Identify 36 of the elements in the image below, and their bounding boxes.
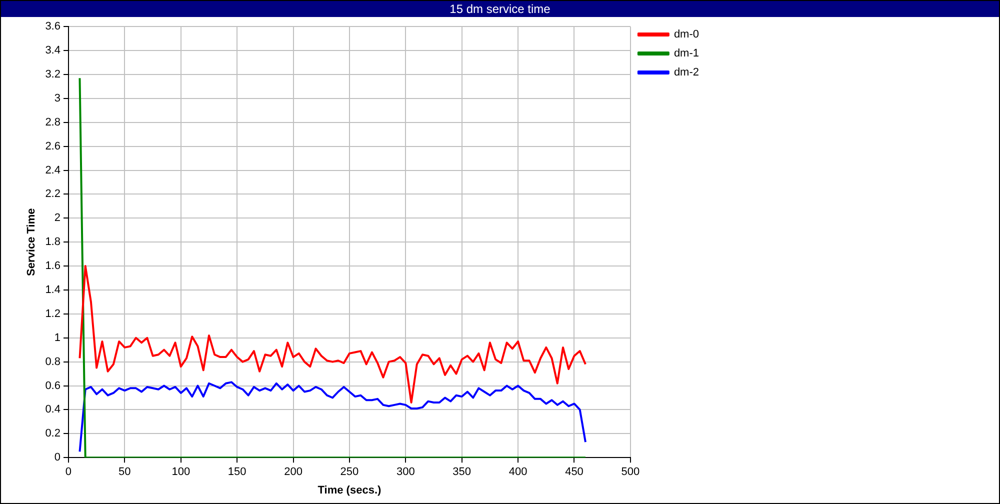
x-tick-label: 450 [565,466,584,478]
y-tick-label: 1.2 [45,308,60,320]
x-tick-label: 150 [228,466,246,478]
y-tick-label: 0.2 [45,428,60,440]
legend-label: dm-0 [674,28,699,41]
y-tick-label: 2 [54,212,60,224]
x-tick-label: 300 [396,466,415,478]
y-tick-label: 0.4 [45,404,60,416]
x-axis-title: Time (secs.) [318,484,382,496]
y-tick-label: 3 [54,92,60,104]
x-tick-label: 100 [172,466,190,478]
x-tick-label: 500 [621,466,640,478]
y-axis-title: Service Time [26,208,38,276]
y-tick-label: 0.8 [45,356,60,368]
x-tick-label: 350 [452,466,472,478]
y-tick-label: 1.6 [45,260,60,272]
legend-label: dm-2 [674,66,699,79]
y-tick-label: 1 [54,332,60,344]
chart-title: 15 dm service time [1,1,999,17]
y-tick-label: 0.6 [45,380,60,392]
legend-label: dm-1 [674,48,699,60]
x-tick-label: 400 [508,466,528,478]
y-tick-label: 1.8 [45,236,60,248]
y-tick-label: 2.8 [45,116,60,128]
x-tick-label: 200 [284,466,302,478]
y-tick-label: 3.4 [45,44,60,57]
x-tick-label: 250 [340,466,359,478]
y-tick-label: 3.6 [45,20,60,33]
y-tick-label: 2.2 [45,188,60,200]
y-tick-label: 3.2 [45,68,60,81]
y-tick-label: 2.4 [45,164,60,176]
y-tick-label: 1.4 [45,284,60,296]
x-tick-label: 0 [65,466,72,478]
y-tick-label: 2.6 [45,140,60,152]
y-tick-label: 0 [54,452,60,464]
x-tick-label: 50 [118,466,131,478]
